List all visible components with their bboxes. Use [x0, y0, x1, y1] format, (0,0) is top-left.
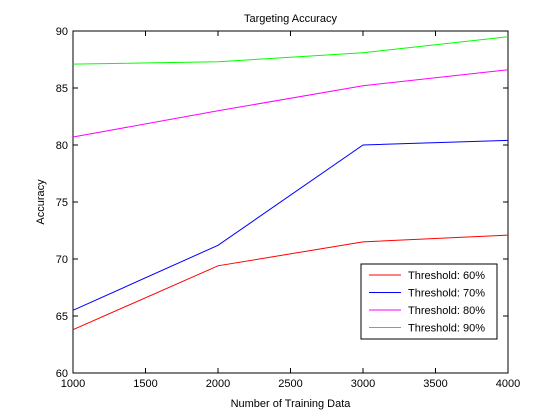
y-tick-label: 75 [56, 197, 68, 209]
y-tick-label: 70 [56, 254, 68, 266]
y-tick-label: 60 [56, 368, 68, 380]
y-tick-label: 80 [56, 140, 68, 152]
chart-title: Targeting Accuracy [244, 13, 337, 25]
legend-label: Threshold: 90% [408, 323, 485, 335]
x-tick-label: 2500 [278, 378, 302, 390]
series-line-3 [72, 69, 509, 138]
y-axis-title: Accuracy [35, 179, 47, 225]
series-line-1 [72, 234, 509, 331]
legend-label: Threshold: 80% [408, 305, 485, 317]
series-line-2 [72, 139, 509, 311]
y-tick-label: 85 [56, 83, 68, 95]
x-tick-label: 3500 [423, 378, 447, 390]
x-axis-title: Number of Training Data [231, 398, 352, 410]
y-tick-label: 65 [56, 311, 68, 323]
series-line-4 [72, 36, 509, 65]
x-tick-label: 3000 [351, 378, 375, 390]
legend-box [360, 263, 498, 340]
legend-label: Threshold: 60% [408, 270, 485, 282]
x-tick-label: 2000 [206, 378, 230, 390]
legend-label: Threshold: 70% [408, 288, 485, 300]
legend: Threshold: 60% Threshold: 70% Threshold: 8… [360, 263, 498, 340]
x-tick-label: 1000 [61, 378, 85, 390]
x-tick-label: 4000 [496, 378, 520, 390]
x-tick-label: 1500 [133, 378, 157, 390]
y-tick-label: 90 [56, 26, 68, 38]
